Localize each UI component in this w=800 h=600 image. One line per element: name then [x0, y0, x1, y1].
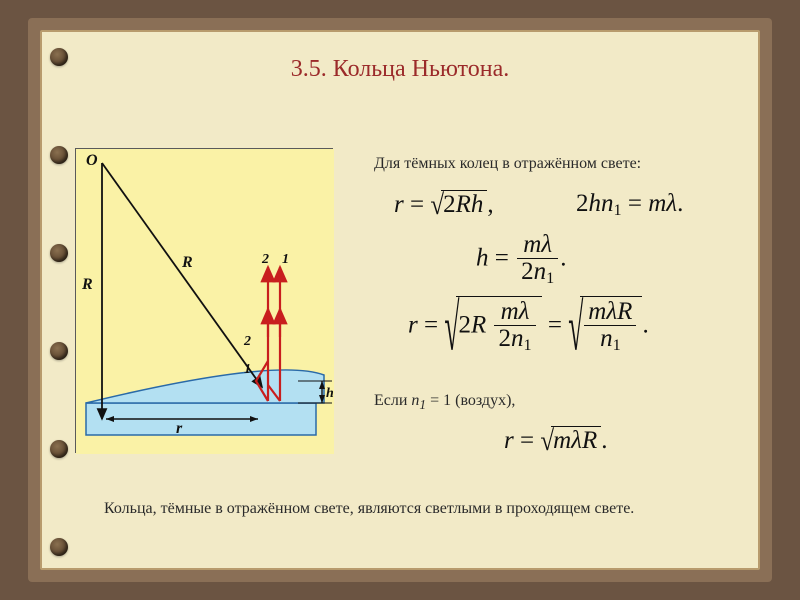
formula-3: r = √2R mλ2n1 = √mλRn1. [408, 296, 649, 354]
text-conclusion: Кольца, тёмные в отражённом свете, являю… [104, 500, 634, 518]
text-dark-rings: Для тёмных колец в отражённом свете: [374, 155, 641, 173]
label-2a: 2 [261, 252, 269, 267]
formula-1-right: 2hn1 = mλ. [576, 190, 683, 220]
slide-title: 3.5. Кольца Ньютона. [0, 56, 800, 83]
formula-1-left: r = √2Rh, [394, 190, 494, 219]
text-air-case: Если n1 = 1 (воздух), [374, 392, 515, 413]
label-R-left: R [81, 276, 93, 293]
spiral-binding [50, 244, 68, 262]
label-R-diag: R [181, 254, 193, 271]
label-1a: 1 [282, 252, 289, 267]
label-r: r [176, 420, 183, 437]
formula-4: r = √mλR. [504, 426, 607, 455]
spiral-binding [50, 440, 68, 458]
label-1b: 1 [244, 362, 251, 377]
label-O: O [86, 152, 98, 169]
spiral-binding [50, 538, 68, 556]
formula-2: h = mλ2n1. [476, 232, 566, 287]
spiral-binding [50, 342, 68, 360]
newton-rings-diagram: O R R r h 2 1 2 1 [75, 148, 333, 453]
label-h: h [326, 386, 334, 401]
label-2b: 2 [243, 334, 251, 349]
spiral-binding [50, 146, 68, 164]
